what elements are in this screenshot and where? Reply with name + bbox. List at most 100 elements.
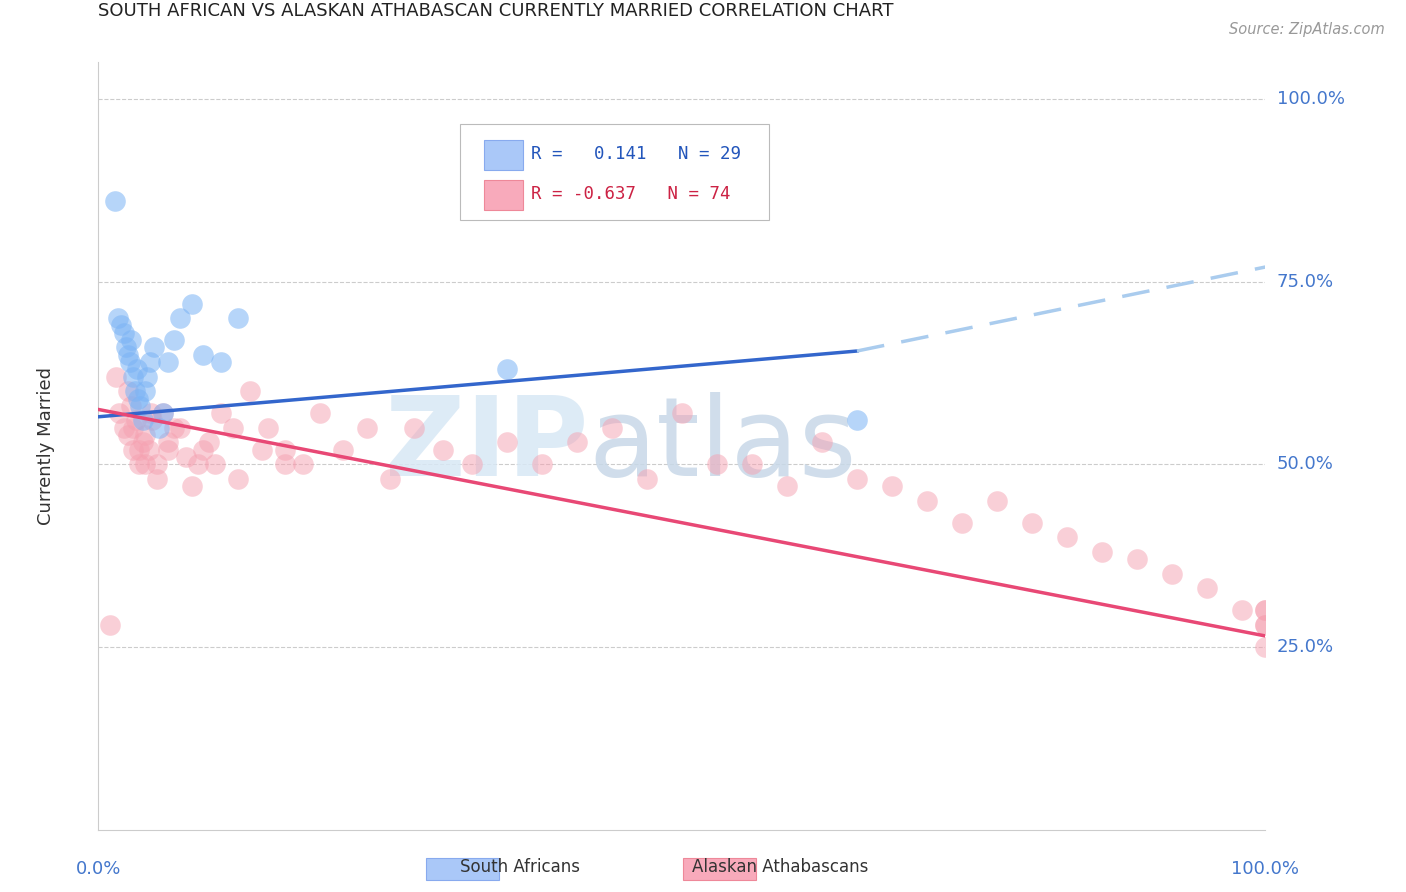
Text: SOUTH AFRICAN VS ALASKAN ATHABASCAN CURRENTLY MARRIED CORRELATION CHART: SOUTH AFRICAN VS ALASKAN ATHABASCAN CURR…: [98, 3, 894, 21]
Point: [104, 194, 127, 209]
Point: [1056, 530, 1078, 544]
Point: [1230, 603, 1253, 617]
Point: [1161, 566, 1184, 581]
FancyBboxPatch shape: [683, 858, 756, 880]
Text: 75.0%: 75.0%: [1277, 273, 1334, 291]
Point: [136, 369, 159, 384]
Point: [209, 355, 232, 369]
Text: 0.0%: 0.0%: [76, 860, 121, 878]
Point: [107, 311, 129, 326]
Text: ZIP: ZIP: [385, 392, 589, 500]
Point: [846, 413, 869, 427]
Point: [636, 472, 658, 486]
Point: [122, 442, 145, 457]
Text: 100.0%: 100.0%: [1232, 860, 1299, 878]
Point: [496, 435, 519, 450]
Point: [198, 435, 221, 450]
Point: [118, 355, 141, 369]
Point: [1254, 603, 1277, 617]
Point: [741, 457, 763, 471]
Point: [187, 457, 209, 471]
FancyBboxPatch shape: [484, 140, 523, 170]
Point: [124, 384, 146, 399]
Point: [228, 472, 250, 486]
Point: [134, 384, 156, 399]
Text: R = -0.637   N = 74: R = -0.637 N = 74: [531, 185, 731, 202]
Text: South Africans: South Africans: [460, 858, 581, 876]
Point: [115, 340, 138, 354]
Point: [402, 421, 425, 435]
Text: 50.0%: 50.0%: [1277, 455, 1333, 474]
Point: [125, 413, 148, 427]
Point: [128, 442, 150, 457]
Point: [1126, 552, 1149, 566]
Point: [565, 435, 588, 450]
Point: [125, 362, 148, 376]
Point: [380, 472, 402, 486]
Point: [811, 435, 834, 450]
Point: [141, 413, 163, 427]
Point: [117, 428, 139, 442]
Point: [356, 421, 378, 435]
Point: [112, 421, 135, 435]
Point: [1195, 582, 1218, 596]
Point: [128, 457, 150, 471]
Point: [146, 472, 169, 486]
Point: [108, 406, 131, 420]
Point: [1254, 640, 1277, 654]
Point: [127, 392, 149, 406]
Point: [157, 442, 180, 457]
Text: R =   0.141   N = 29: R = 0.141 N = 29: [531, 145, 741, 163]
Point: [129, 399, 152, 413]
Point: [139, 406, 162, 420]
Point: [139, 355, 162, 369]
Point: [117, 384, 139, 399]
Point: [204, 457, 226, 471]
Point: [239, 384, 262, 399]
Point: [776, 479, 799, 493]
Point: [180, 296, 202, 310]
Point: [706, 457, 728, 471]
Point: [530, 457, 553, 471]
Point: [110, 318, 132, 333]
Point: [146, 457, 169, 471]
Point: [148, 421, 170, 435]
Text: atlas: atlas: [589, 392, 858, 500]
Point: [112, 326, 135, 340]
Point: [256, 421, 278, 435]
Point: [986, 493, 1008, 508]
FancyBboxPatch shape: [426, 858, 499, 880]
Point: [432, 442, 454, 457]
Point: [915, 493, 938, 508]
Point: [120, 333, 142, 347]
Point: [134, 457, 156, 471]
Point: [228, 311, 250, 326]
Point: [496, 362, 519, 376]
Point: [1021, 516, 1043, 530]
Point: [332, 442, 354, 457]
Point: [274, 442, 297, 457]
Point: [309, 406, 332, 420]
Point: [122, 369, 145, 384]
Point: [671, 406, 693, 420]
Point: [138, 442, 160, 457]
Point: [600, 421, 623, 435]
Point: [152, 406, 174, 420]
Point: [169, 421, 191, 435]
Point: [152, 406, 174, 420]
Text: Currently Married: Currently Married: [37, 367, 55, 525]
Text: Alaskan Athabascans: Alaskan Athabascans: [692, 858, 869, 876]
Point: [174, 450, 197, 464]
Point: [1254, 618, 1277, 632]
Point: [193, 348, 215, 362]
Point: [163, 333, 186, 347]
Point: [250, 442, 273, 457]
Point: [950, 516, 973, 530]
Point: [157, 435, 180, 450]
Point: [1254, 618, 1277, 632]
Point: [134, 428, 156, 442]
Point: [846, 472, 869, 486]
Point: [291, 457, 314, 471]
Point: [117, 348, 139, 362]
Point: [120, 399, 142, 413]
